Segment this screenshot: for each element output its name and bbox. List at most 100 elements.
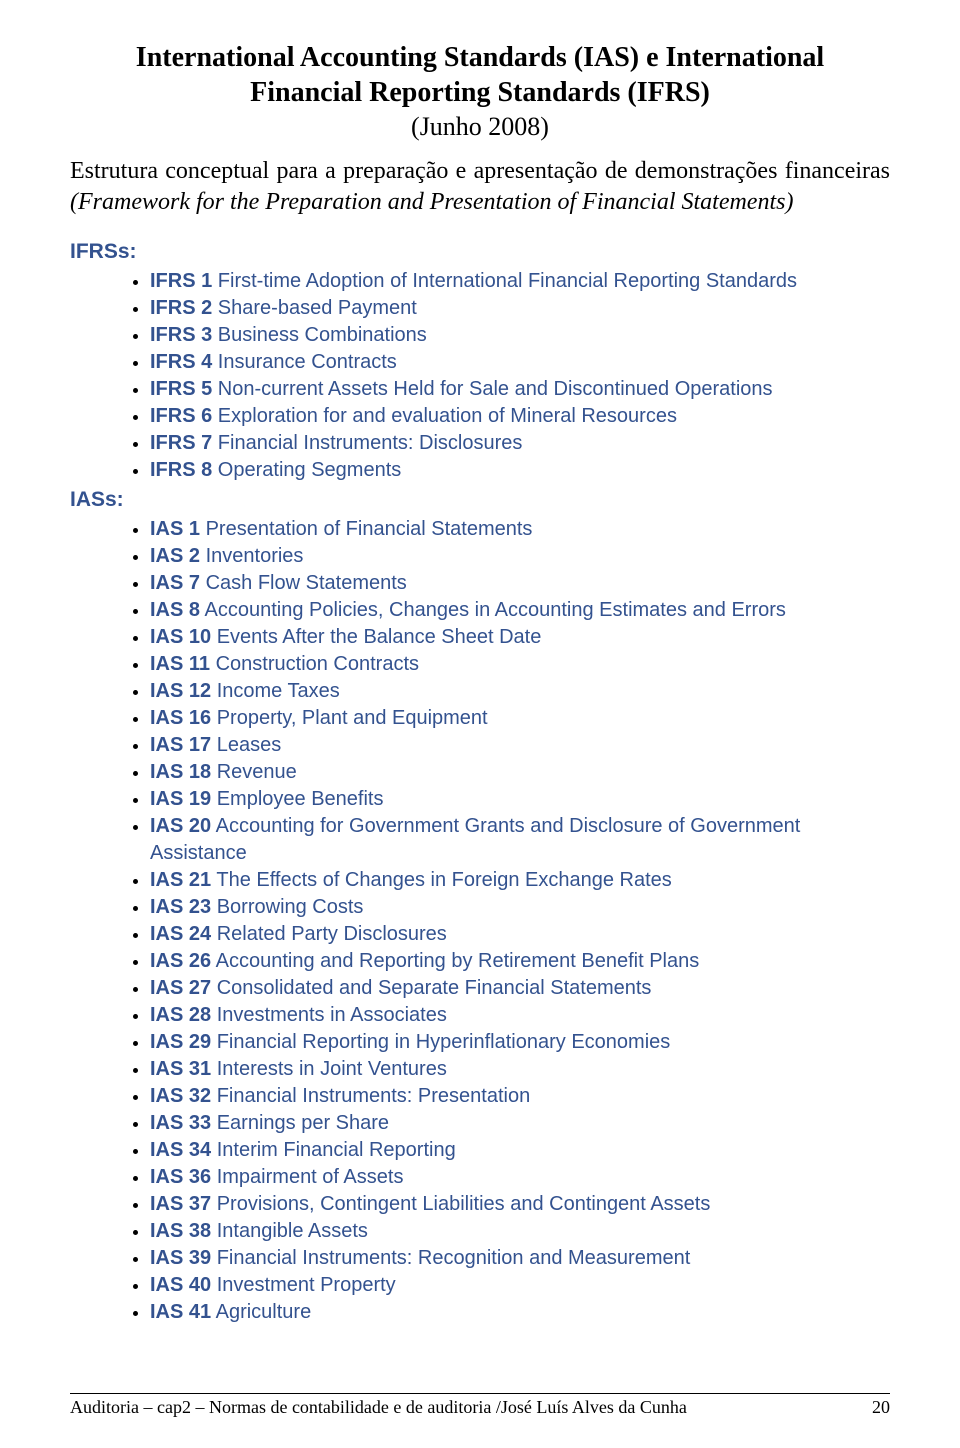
list-item: IFRS 2 Share-based Payment	[150, 295, 890, 322]
standard-desc: Share-based Payment	[212, 297, 417, 319]
standard-code: IAS 24	[150, 923, 211, 945]
standard-code: IAS 11	[150, 653, 210, 675]
list-item: IAS 24 Related Party Disclosures	[150, 921, 890, 948]
list-item: IAS 23 Borrowing Costs	[150, 894, 890, 921]
standard-code: IAS 2	[150, 545, 200, 567]
list-item: IAS 1 Presentation of Financial Statemen…	[150, 516, 890, 543]
list-item: IAS 32 Financial Instruments: Presentati…	[150, 1083, 890, 1110]
standard-desc: Property, Plant and Equipment	[211, 707, 487, 729]
list-item: IAS 20 Accounting for Government Grants …	[150, 813, 890, 867]
list-item: IAS 37 Provisions, Contingent Liabilitie…	[150, 1191, 890, 1218]
standard-desc: Accounting for Government Grants and Dis…	[150, 815, 800, 864]
standard-desc: First-time Adoption of International Fin…	[212, 270, 797, 292]
standard-code: IAS 10	[150, 626, 211, 648]
standard-code: IFRS 8	[150, 459, 212, 481]
list-item: IAS 33 Earnings per Share	[150, 1110, 890, 1137]
standard-desc: Agriculture	[211, 1301, 311, 1323]
page-number: 20	[872, 1397, 890, 1418]
page-title: International Accounting Standards (IAS)…	[70, 40, 890, 110]
title-line-2: Financial Reporting Standards (IFRS)	[250, 77, 710, 108]
list-item: IAS 21 The Effects of Changes in Foreign…	[150, 867, 890, 894]
standard-code: IAS 7	[150, 572, 200, 594]
standard-code: IFRS 3	[150, 324, 212, 346]
standard-desc: Related Party Disclosures	[211, 923, 447, 945]
standard-desc: Investments in Associates	[211, 1004, 447, 1026]
list-item: IFRS 5 Non-current Assets Held for Sale …	[150, 376, 890, 403]
standard-desc: Presentation of Financial Statements	[200, 518, 532, 540]
standard-code: IAS 26	[150, 950, 211, 972]
standard-code: IAS 31	[150, 1058, 211, 1080]
standard-code: IAS 37	[150, 1193, 211, 1215]
standard-desc: Accounting Policies, Changes in Accounti…	[200, 599, 786, 621]
standard-desc: Interests in Joint Ventures	[211, 1058, 447, 1080]
list-item: IAS 38 Intangible Assets	[150, 1218, 890, 1245]
standard-desc: Intangible Assets	[211, 1220, 368, 1242]
standard-code: IAS 21	[150, 869, 211, 891]
ias-list: IAS 1 Presentation of Financial Statemen…	[70, 516, 890, 1326]
standard-code: IAS 16	[150, 707, 211, 729]
list-item: IAS 39 Financial Instruments: Recognitio…	[150, 1245, 890, 1272]
list-item: IAS 8 Accounting Policies, Changes in Ac…	[150, 597, 890, 624]
standard-code: IAS 19	[150, 788, 211, 810]
list-item: IAS 17 Leases	[150, 732, 890, 759]
standard-code: IAS 8	[150, 599, 200, 621]
standard-code: IAS 40	[150, 1274, 211, 1296]
standard-code: IFRS 5	[150, 378, 212, 400]
footer-rule	[70, 1393, 890, 1394]
standard-desc: Provisions, Contingent Liabilities and C…	[211, 1193, 710, 1215]
standard-desc: Financial Reporting in Hyperinflationary…	[211, 1031, 670, 1053]
title-line-1: International Accounting Standards (IAS)…	[136, 42, 824, 73]
standard-code: IAS 17	[150, 734, 211, 756]
list-item: IFRS 8 Operating Segments	[150, 457, 890, 484]
standard-desc: Financial Instruments: Disclosures	[212, 432, 522, 454]
standard-desc: Consolidated and Separate Financial Stat…	[211, 977, 651, 999]
standard-code: IAS 20	[150, 815, 211, 837]
list-item: IAS 29 Financial Reporting in Hyperinfla…	[150, 1029, 890, 1056]
standard-code: IAS 29	[150, 1031, 211, 1053]
standard-code: IAS 36	[150, 1166, 211, 1188]
list-item: IAS 19 Employee Benefits	[150, 786, 890, 813]
ifrs-section-label: IFRSs:	[70, 240, 890, 264]
ifrs-list: IFRS 1 First-time Adoption of Internatio…	[70, 268, 890, 484]
standard-desc: Construction Contracts	[210, 653, 419, 675]
intro-paragraph: Estrutura conceptual para a preparação e…	[70, 156, 890, 218]
standard-desc: Cash Flow Statements	[200, 572, 407, 594]
list-item: IFRS 6 Exploration for and evaluation of…	[150, 403, 890, 430]
standard-desc: Investment Property	[211, 1274, 396, 1296]
standard-desc: Inventories	[200, 545, 303, 567]
list-item: IAS 36 Impairment of Assets	[150, 1164, 890, 1191]
list-item: IAS 40 Investment Property	[150, 1272, 890, 1299]
list-item: IAS 2 Inventories	[150, 543, 890, 570]
standard-code: IAS 18	[150, 761, 211, 783]
standard-desc: Operating Segments	[212, 459, 401, 481]
standard-desc: Business Combinations	[212, 324, 427, 346]
list-item: IAS 34 Interim Financial Reporting	[150, 1137, 890, 1164]
standard-desc: Borrowing Costs	[211, 896, 363, 918]
standard-code: IAS 32	[150, 1085, 211, 1107]
standard-code: IAS 28	[150, 1004, 211, 1026]
page-subtitle: (Junho 2008)	[70, 112, 890, 142]
standard-desc: Accounting and Reporting by Retirement B…	[211, 950, 699, 972]
list-item: IFRS 1 First-time Adoption of Internatio…	[150, 268, 890, 295]
standard-desc: Income Taxes	[211, 680, 340, 702]
standard-desc: Non-current Assets Held for Sale and Dis…	[212, 378, 772, 400]
list-item: IAS 18 Revenue	[150, 759, 890, 786]
standard-code: IAS 27	[150, 977, 211, 999]
standard-code: IAS 39	[150, 1247, 211, 1269]
list-item: IAS 12 Income Taxes	[150, 678, 890, 705]
standard-desc: Earnings per Share	[211, 1112, 389, 1134]
standard-code: IFRS 2	[150, 297, 212, 319]
standard-code: IAS 1	[150, 518, 200, 540]
list-item: IAS 28 Investments in Associates	[150, 1002, 890, 1029]
standard-desc: Employee Benefits	[211, 788, 383, 810]
standard-desc: Insurance Contracts	[212, 351, 397, 373]
list-item: IAS 7 Cash Flow Statements	[150, 570, 890, 597]
list-item: IFRS 4 Insurance Contracts	[150, 349, 890, 376]
standard-code: IFRS 4	[150, 351, 212, 373]
list-item: IAS 41 Agriculture	[150, 1299, 890, 1326]
standard-desc: Exploration for and evaluation of Minera…	[212, 405, 677, 427]
list-item: IAS 27 Consolidated and Separate Financi…	[150, 975, 890, 1002]
standard-code: IAS 33	[150, 1112, 211, 1134]
page: International Accounting Standards (IAS)…	[0, 0, 960, 1448]
list-item: IFRS 3 Business Combinations	[150, 322, 890, 349]
